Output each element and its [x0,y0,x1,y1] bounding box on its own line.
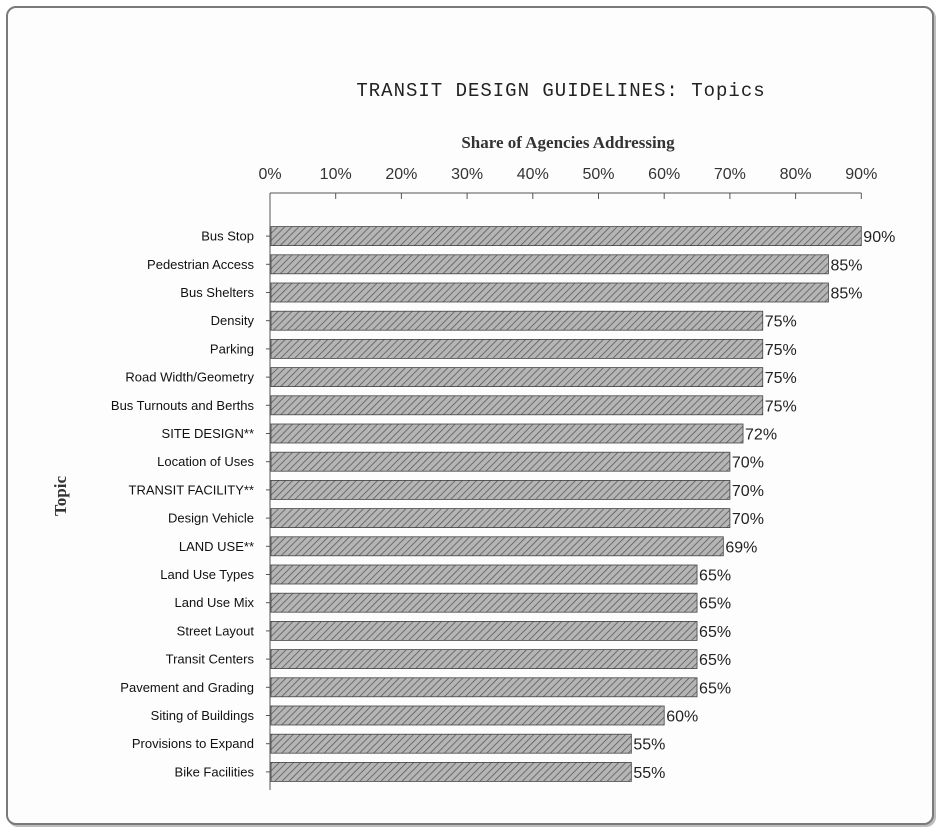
data-label: 65% [699,596,731,613]
data-label: 60% [666,709,698,726]
bar [270,367,764,388]
x-tick-label: 40% [517,166,549,183]
bar [270,395,764,416]
data-label: 75% [765,370,797,387]
bar [270,282,829,303]
category-label: Land Use Mix [175,595,255,610]
bar [270,677,698,698]
bar [270,451,731,472]
bar [270,310,764,331]
bar [270,226,862,247]
data-label: 75% [765,314,797,331]
data-label: 65% [699,680,731,697]
category-label: Bus Shelters [180,285,254,300]
data-label: 69% [725,539,757,556]
bar [270,479,731,500]
bar [270,423,744,444]
bar [270,564,698,585]
data-label: 70% [732,511,764,528]
chart-title: TRANSIT DESIGN GUIDELINES: Topics [356,80,765,102]
x-tick-label: 90% [845,166,877,183]
data-label: 75% [765,398,797,415]
data-label: 70% [732,455,764,472]
category-label: Bus Stop [201,229,254,244]
x-tick-label: 60% [648,166,680,183]
bar [270,536,724,557]
data-label: 70% [732,483,764,500]
category-label: Transit Centers [166,652,255,667]
category-label: Design Vehicle [168,511,254,526]
category-label: LAND USE** [179,539,254,554]
data-labels: 90%85%85%75%75%75%75%72%70%70%70%69%65%6… [633,229,895,782]
chart-frame: TRANSIT DESIGN GUIDELINES: Topics Share … [6,6,934,825]
category-labels: Bus Stop Pedestrian Access Bus Shelters Den… [111,229,270,779]
category-label: Density [211,313,255,328]
data-label: 75% [765,342,797,359]
category-label: Pedestrian Access [147,257,254,272]
x-tick-label: 50% [582,166,614,183]
data-label: 55% [633,765,665,782]
data-label: 55% [633,737,665,754]
x-tick-label: 20% [385,166,417,183]
data-label: 65% [699,652,731,669]
y-axis-title: Topic [51,476,70,516]
bar [270,254,829,275]
category-label: Bus Turnouts and Berths [111,398,255,413]
category-label: Road Width/Geometry [125,370,254,385]
x-axis-title: Share of Agencies Addressing [461,133,675,152]
data-label: 72% [745,427,777,444]
category-label: Parking [210,341,254,356]
category-label: Land Use Types [160,567,254,582]
x-tick-label: 80% [780,166,812,183]
data-label: 65% [699,624,731,641]
bar [270,649,698,669]
bar [270,508,731,529]
category-label: Street Layout [177,623,255,638]
x-tick-label: 30% [451,166,483,183]
bars [270,226,862,782]
x-tick-label: 10% [320,166,352,183]
category-label: Pavement and Grading [120,680,254,695]
bar [270,592,698,613]
data-label: 85% [830,257,862,274]
chart: TRANSIT DESIGN GUIDELINES: Topics Share … [51,80,895,790]
category-label: Siting of Buildings [151,708,255,723]
data-label: 90% [863,229,895,246]
bar [270,705,665,726]
data-label: 65% [699,568,731,585]
x-tick-label: 70% [714,166,746,183]
category-label: Bike Facilities [175,764,255,779]
category-label: TRANSIT FACILITY** [129,482,254,497]
bar [270,762,632,782]
category-label: Location of Uses [157,454,254,469]
bar [270,338,764,359]
bar [270,733,632,754]
bar [270,621,698,641]
category-label: Provisions to Expand [132,736,254,751]
data-label: 85% [830,286,862,303]
category-label: SITE DESIGN** [162,426,254,441]
x-tick-label: 0% [258,166,281,183]
